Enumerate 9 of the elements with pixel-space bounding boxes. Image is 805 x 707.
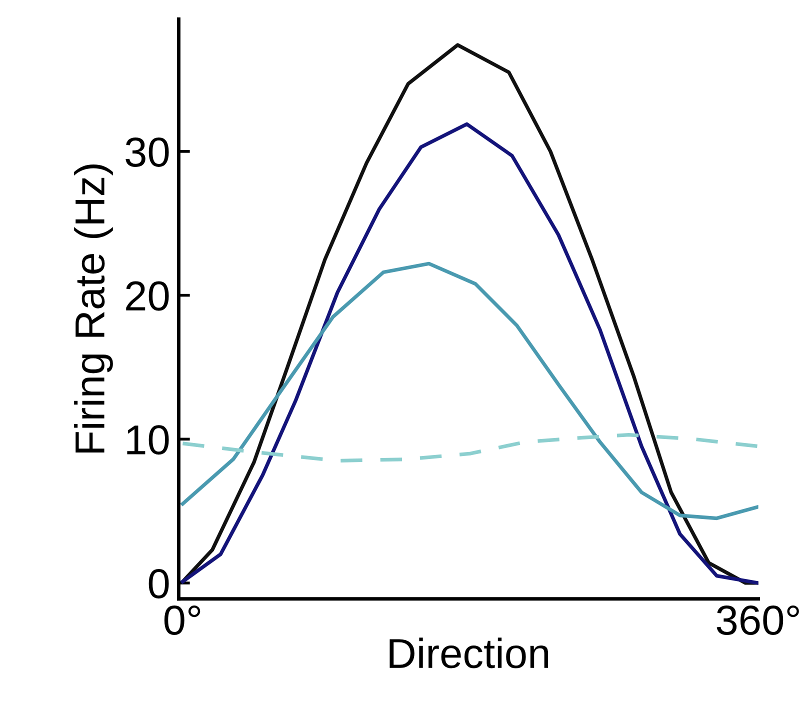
y-tick-label: 0	[148, 569, 169, 599]
y-tick-label: 20	[126, 281, 169, 311]
x-tick-label: 360°	[716, 605, 799, 635]
x-axis-title: Direction	[390, 638, 548, 668]
line-series	[180, 262, 758, 520]
y-axis-title: Firing Rate (Hz)	[74, 164, 113, 453]
y-tick-label: 10	[127, 425, 169, 455]
x-tick-label: 0°	[164, 605, 200, 635]
y-tick-label: 30	[126, 137, 169, 167]
